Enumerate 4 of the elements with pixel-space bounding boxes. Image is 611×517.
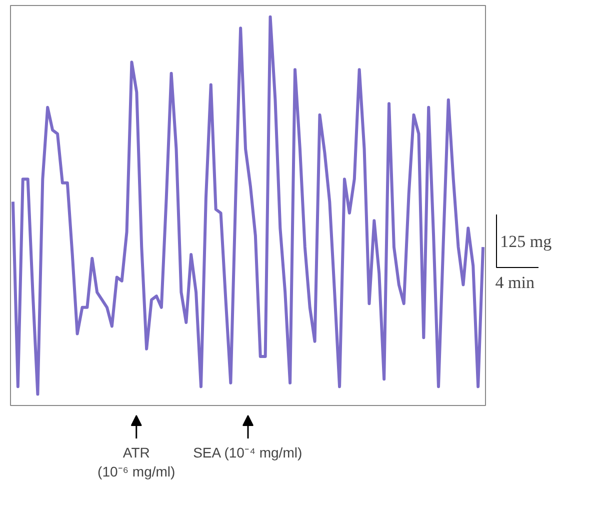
text: 125 mg: [500, 232, 552, 251]
text: 4 min: [495, 273, 535, 292]
text: ATR (10⁻⁶ mg/ml): [98, 444, 176, 480]
text: SEA (10⁻⁴ mg/ml): [193, 444, 302, 460]
